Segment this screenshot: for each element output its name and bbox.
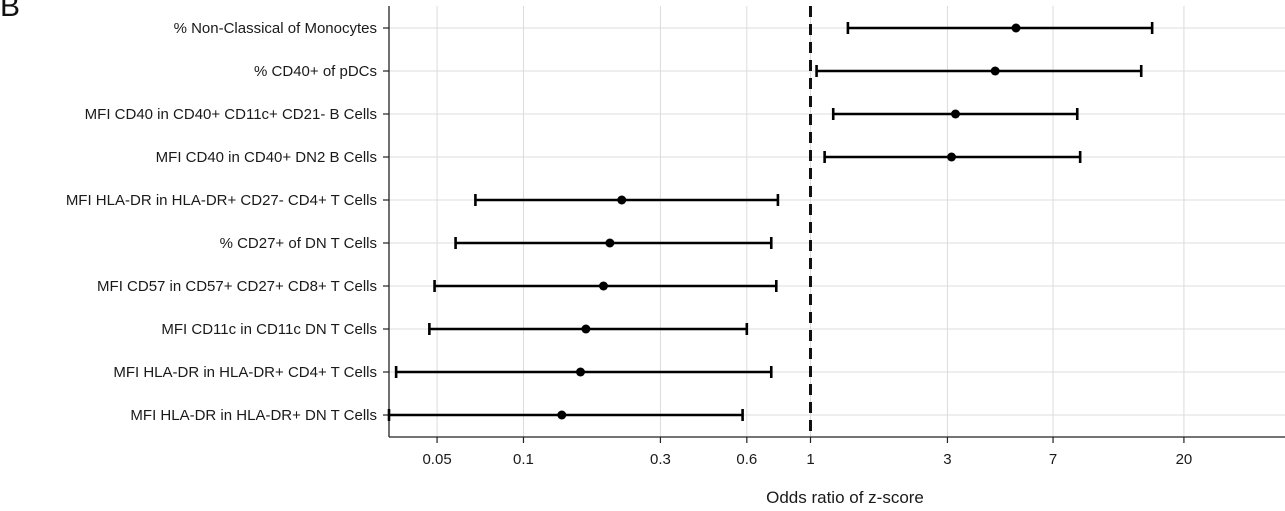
estimate-point bbox=[947, 152, 957, 162]
estimate-point bbox=[1011, 23, 1021, 33]
row-label: MFI HLA-DR in HLA-DR+ DN T Cells bbox=[130, 407, 377, 424]
x-tick-label: 3 bbox=[943, 451, 951, 468]
x-tick-label: 0.6 bbox=[736, 451, 757, 468]
row-label: MFI HLA-DR in HLA-DR+ CD27- CD4+ T Cells bbox=[66, 192, 377, 209]
estimate-point bbox=[581, 324, 591, 334]
x-tick-label: 0.1 bbox=[513, 451, 534, 468]
x-tick-label: 0.05 bbox=[422, 451, 451, 468]
estimate-point bbox=[605, 238, 615, 248]
row-label: % Non-Classical of Monocytes bbox=[174, 20, 377, 37]
estimate-point bbox=[575, 367, 585, 377]
estimate-point bbox=[950, 109, 960, 119]
row-label: MFI CD40 in CD40+ DN2 B Cells bbox=[156, 149, 377, 166]
x-tick-label: 7 bbox=[1049, 451, 1057, 468]
marks-layer bbox=[387, 22, 1154, 421]
axis-layer: 0.05 0.1 0.3 0.6 1 3 7 20 bbox=[383, 6, 1285, 468]
estimate-point bbox=[598, 281, 608, 291]
estimate-point bbox=[557, 410, 567, 420]
x-tick-label: 0.3 bbox=[650, 451, 671, 468]
estimate-point bbox=[617, 195, 627, 205]
estimate-point bbox=[990, 66, 1000, 76]
x-axis-label: Odds ratio of z-score bbox=[766, 488, 924, 507]
row-label: MFI CD57 in CD57+ CD27+ CD8+ T Cells bbox=[97, 278, 377, 295]
row-label: MFI CD11c in CD11c DN T Cells bbox=[161, 321, 377, 338]
row-label: MFI CD40 in CD40+ CD11c+ CD21- B Cells bbox=[85, 106, 377, 123]
row-label: MFI HLA-DR in HLA-DR+ CD4+ T Cells bbox=[113, 364, 377, 381]
x-tick-label: 20 bbox=[1176, 451, 1193, 468]
panel-label: B bbox=[0, 0, 21, 23]
row-labels-layer: % Non-Classical of Monocytes % CD40+ of p… bbox=[66, 20, 377, 424]
row-label: % CD27+ of DN T Cells bbox=[220, 235, 377, 252]
x-tick-label: 1 bbox=[806, 451, 814, 468]
row-label: % CD40+ of pDCs bbox=[254, 63, 377, 80]
